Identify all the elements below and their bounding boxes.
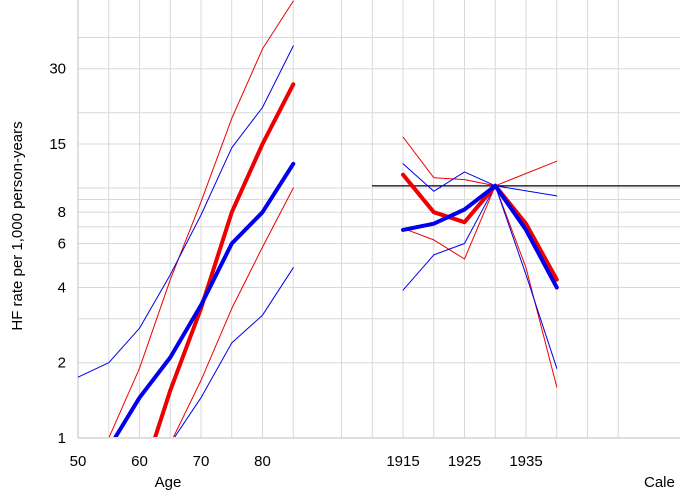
x-tick-label-age: 50 [70,453,87,470]
x-tick-label-period: 1925 [448,453,481,470]
ci-line-blue-period [402,185,558,369]
series-line-blue-age [113,161,296,437]
y-tick-label: 6 [58,235,66,252]
x-tick-label-period: 1915 [386,453,419,470]
ci-line-blue-age [174,267,294,437]
series-line-blue-period [401,183,559,290]
y-tick-label: 30 [49,61,66,78]
y-tick-label: 2 [58,355,66,372]
x-tick-label-period: 1935 [509,453,542,470]
x-tick-label-age: 60 [131,453,148,470]
ci-line-red-period [402,185,558,388]
series-line-red-period [401,172,559,282]
ci-line-red-age [172,187,294,437]
period-panel-series [401,136,559,388]
ci-line-blue-period [402,163,558,197]
y-tick-label: 15 [49,136,66,153]
y-tick-label: 1 [58,430,66,447]
y-tick-label: 8 [58,204,66,221]
x-axis-title-age: Age [155,474,182,491]
age-panel-series [78,0,296,437]
ci-line-blue-age [78,45,294,378]
series-line-red-age [153,82,296,437]
x-tick-label-age: 80 [254,453,271,470]
ci-line-red-age [108,0,294,437]
y-axis-title: HF rate per 1,000 person-years [9,121,26,330]
tick-labels: 1 2 4 6 8 15 30 50 60 70 80 1915 1925 1935 [49,61,542,470]
x-tick-label-age: 70 [193,453,210,470]
y-tick-label: 4 [58,279,66,296]
ci-line-red-period [402,136,558,187]
x-axis-title-period: Cale [644,474,675,491]
gridlines [77,0,680,439]
